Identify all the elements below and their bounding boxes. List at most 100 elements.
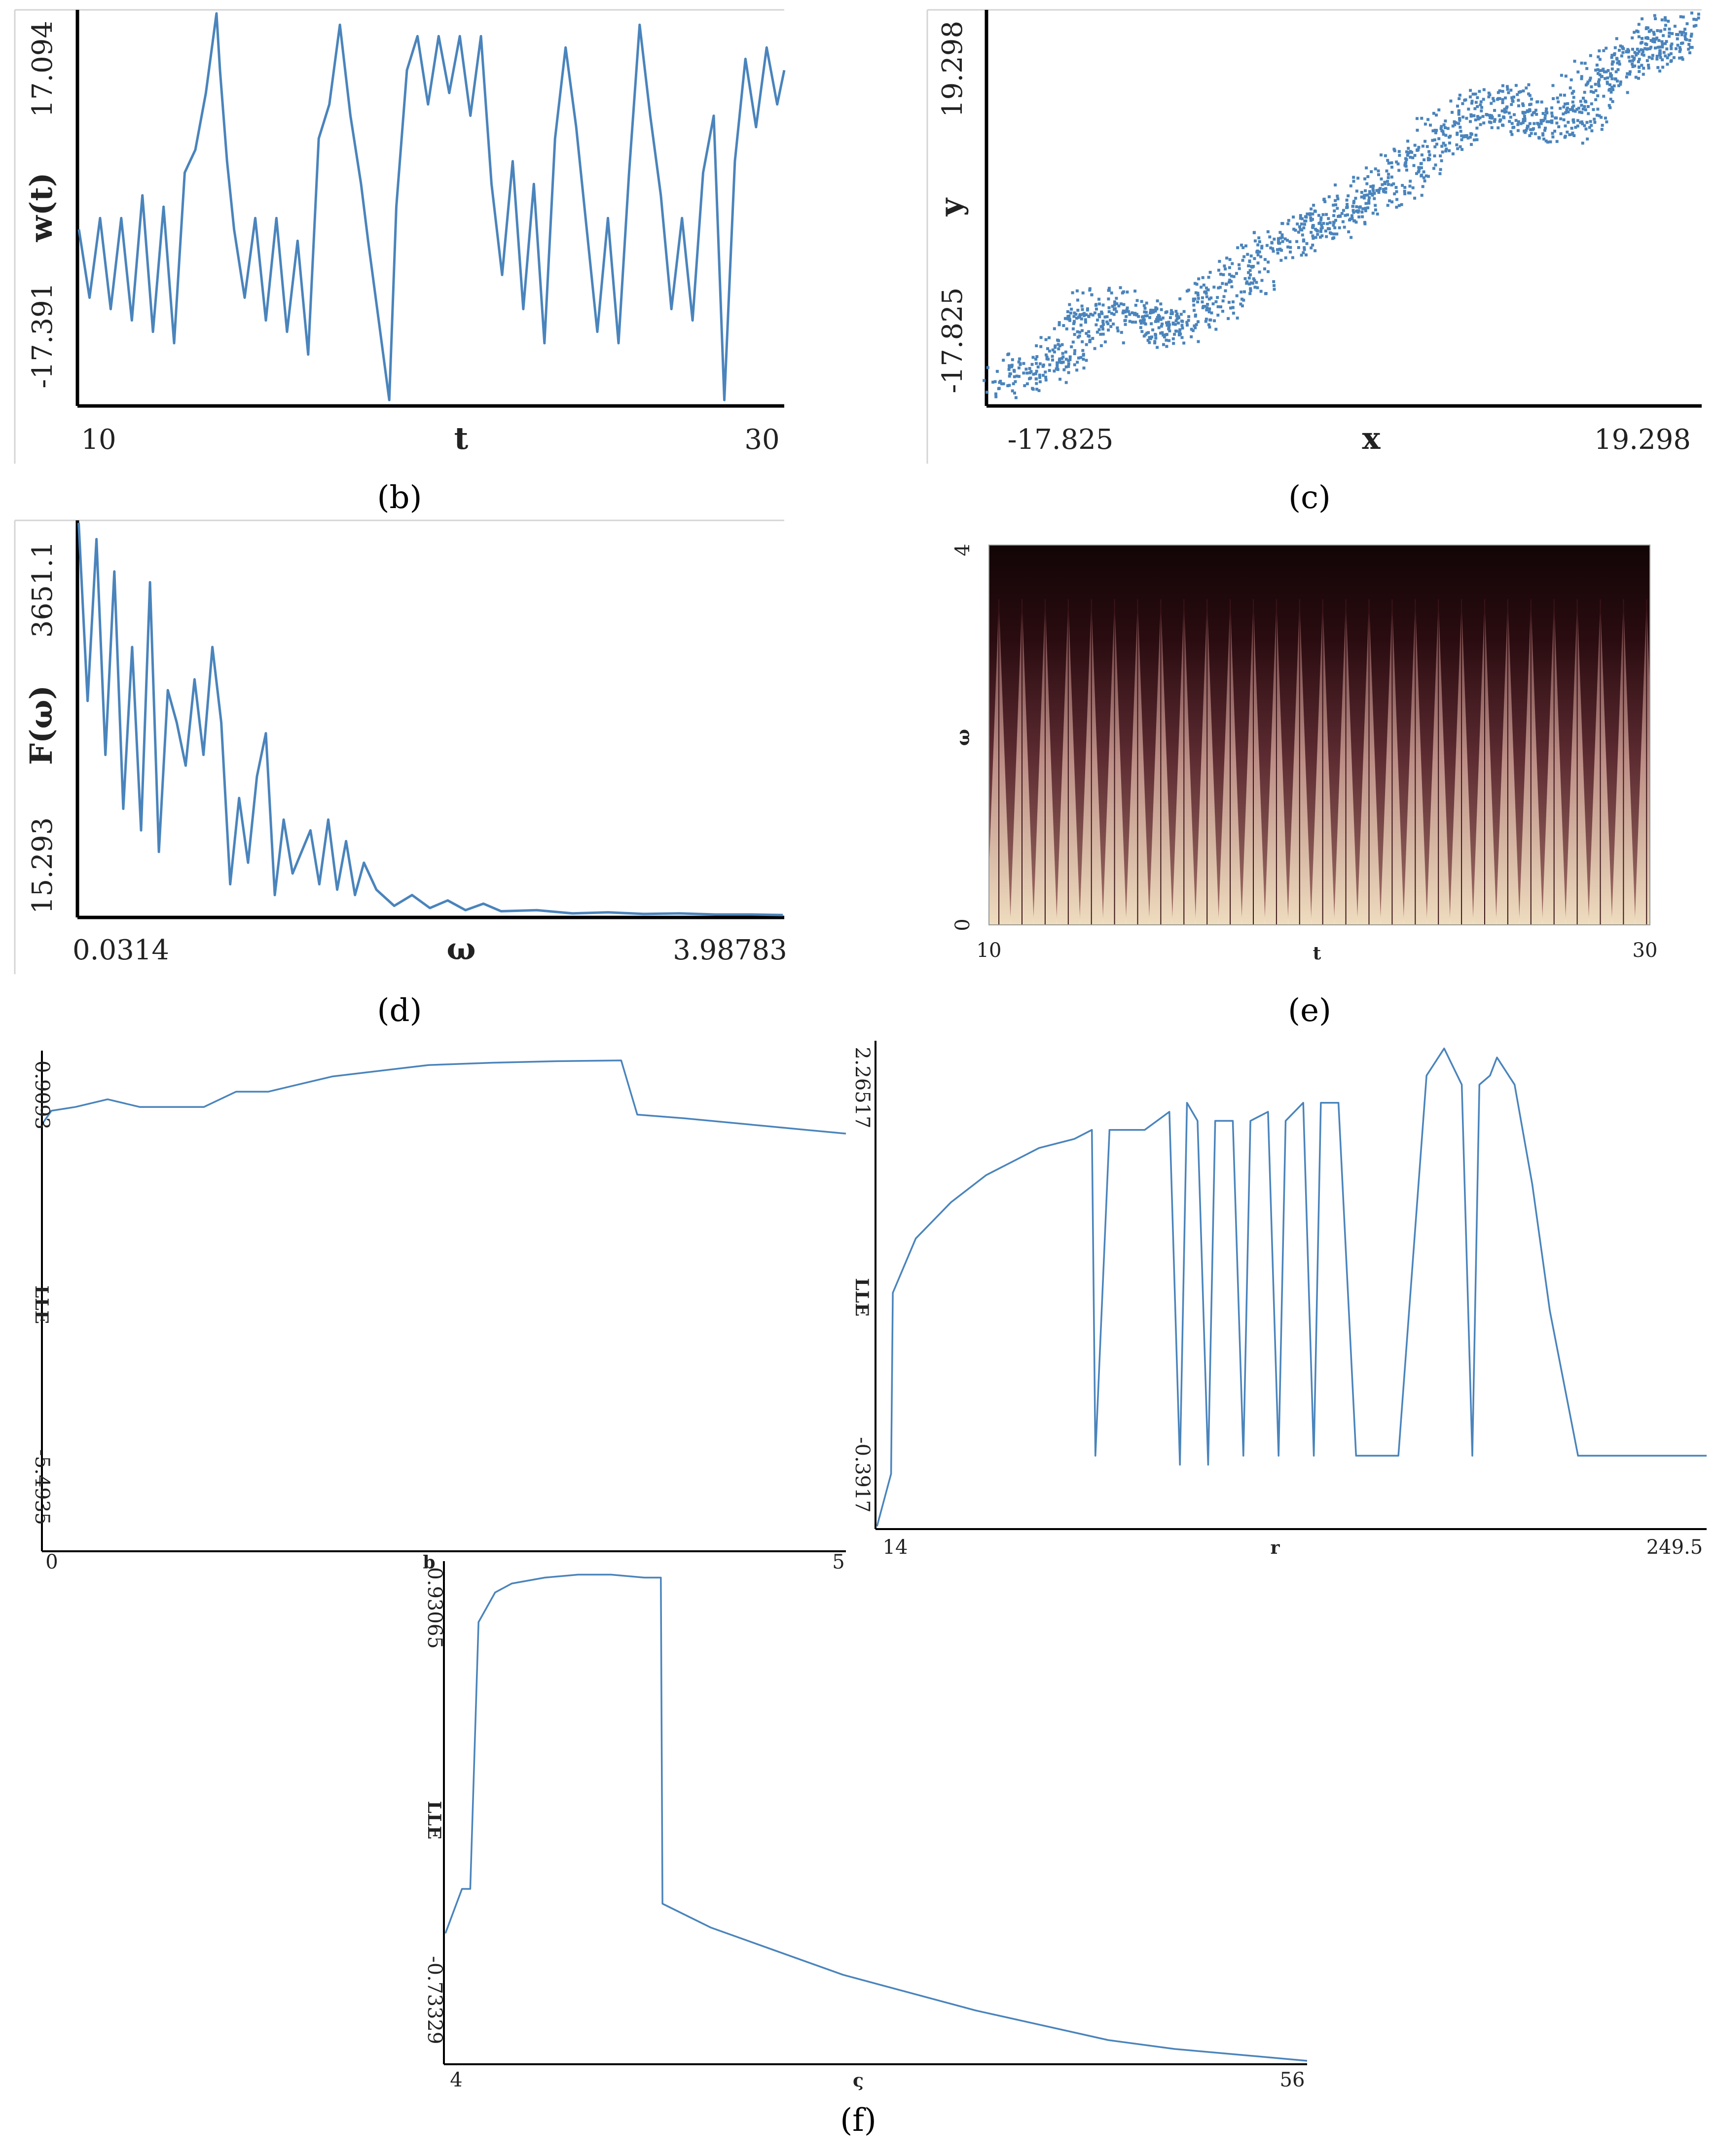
scatter-point [1465, 116, 1468, 120]
scatter-point [1241, 304, 1244, 308]
scatter-point [1300, 254, 1303, 257]
scatter-point [1224, 282, 1228, 286]
scatter-point [1103, 315, 1107, 319]
scatter-point [1178, 332, 1181, 335]
scatter-point [1058, 323, 1061, 327]
scatter-point [1126, 306, 1129, 310]
scatter-point [1310, 246, 1313, 250]
scatter-point [1407, 146, 1410, 150]
scatter-point [1098, 315, 1101, 319]
panel-e-frame [988, 545, 1650, 925]
scatter-point [1068, 355, 1072, 359]
scatter-point [1594, 69, 1598, 72]
scatter-point [1336, 194, 1339, 198]
scatter-point [1420, 193, 1423, 197]
scatter-point [1468, 136, 1472, 139]
scatter-point [1602, 49, 1606, 52]
scatter-point [1371, 212, 1375, 215]
scatter-point [1218, 259, 1221, 263]
scatter-point [1562, 112, 1565, 115]
scatter-point [1081, 340, 1084, 343]
scatter-point [1614, 77, 1617, 81]
scatter-point [1165, 345, 1168, 348]
scatter-point [1058, 359, 1061, 362]
panel-f-b-series-line [42, 1060, 846, 1135]
scatter-point [1057, 343, 1060, 346]
scatter-point [1294, 228, 1297, 232]
scatter-point [1127, 310, 1130, 313]
scatter-point [1194, 291, 1198, 294]
scatter-point [1493, 120, 1496, 123]
scatter-point [1403, 163, 1407, 167]
scatter-point [1647, 56, 1651, 59]
scatter-point [1610, 56, 1613, 59]
scatter-point [1590, 102, 1593, 106]
scatter-point [1474, 92, 1477, 96]
scatter-point [1505, 107, 1508, 110]
scatter-point [1314, 249, 1317, 253]
scatter-point [1563, 136, 1567, 139]
scatter-point [1535, 112, 1538, 116]
scatter-point [1557, 100, 1560, 104]
scatter-point [1332, 232, 1336, 236]
scatter-point [1679, 15, 1682, 18]
scatter-point [1694, 24, 1698, 27]
scatter-point [1295, 240, 1299, 243]
scatter-point [1035, 388, 1039, 391]
scatter-point [1619, 44, 1622, 48]
panel-d-caption: (d) [377, 992, 422, 1029]
scatter-point [1514, 84, 1518, 87]
scatter-point [1332, 203, 1335, 207]
scatter-point [1303, 246, 1306, 250]
scatter-point [1256, 243, 1260, 247]
scatter-point [1362, 194, 1366, 197]
scatter-point [1539, 122, 1543, 125]
scatter-point [1576, 70, 1580, 73]
scatter-point [1082, 358, 1085, 361]
scatter-point [1042, 373, 1045, 377]
scatter-point [1204, 305, 1206, 308]
scatter-point [1448, 149, 1451, 152]
scatter-point [1358, 205, 1362, 209]
scatter-point [1675, 47, 1678, 50]
scatter-point [1368, 192, 1372, 195]
scatter-point [1614, 70, 1618, 73]
scatter-point [1668, 28, 1671, 31]
scatter-point [1610, 67, 1614, 71]
scatter-point [1626, 50, 1630, 54]
scatter-point [1303, 222, 1306, 226]
scatter-point [1517, 104, 1520, 108]
scatter-point [1084, 321, 1087, 324]
scatter-point [1489, 121, 1493, 124]
scatter-point [1654, 17, 1657, 20]
scatter-point [1019, 363, 1022, 366]
scatter-point [1000, 382, 1003, 386]
scatter-point [1366, 175, 1370, 179]
scatter-point [1010, 364, 1014, 367]
scatter-point [1241, 297, 1243, 301]
scatter-point [1664, 16, 1667, 19]
scatter-point [1035, 377, 1038, 381]
scatter-point [1417, 170, 1420, 174]
scatter-point [1608, 87, 1611, 91]
scatter-point [1309, 219, 1313, 222]
scatter-point [1586, 80, 1590, 84]
scatter-point [1246, 253, 1249, 256]
scatter-point [1474, 134, 1478, 137]
scatter-point [1422, 170, 1425, 174]
scatter-point [1631, 62, 1634, 66]
scatter-point [1078, 330, 1082, 334]
scatter-point [1141, 318, 1145, 322]
scatter-point [1227, 300, 1231, 304]
scatter-point [1363, 177, 1367, 181]
scatter-point [1075, 317, 1078, 320]
scatter-point [1141, 315, 1144, 319]
scatter-point [1377, 188, 1381, 192]
scatter-point [1542, 137, 1546, 141]
scatter-point [1407, 191, 1410, 195]
scatter-point [1070, 307, 1073, 311]
scatter-point [1665, 40, 1668, 43]
scatter-point [1157, 326, 1161, 329]
scatter-point [1178, 328, 1182, 331]
scatter-point [1669, 60, 1673, 63]
